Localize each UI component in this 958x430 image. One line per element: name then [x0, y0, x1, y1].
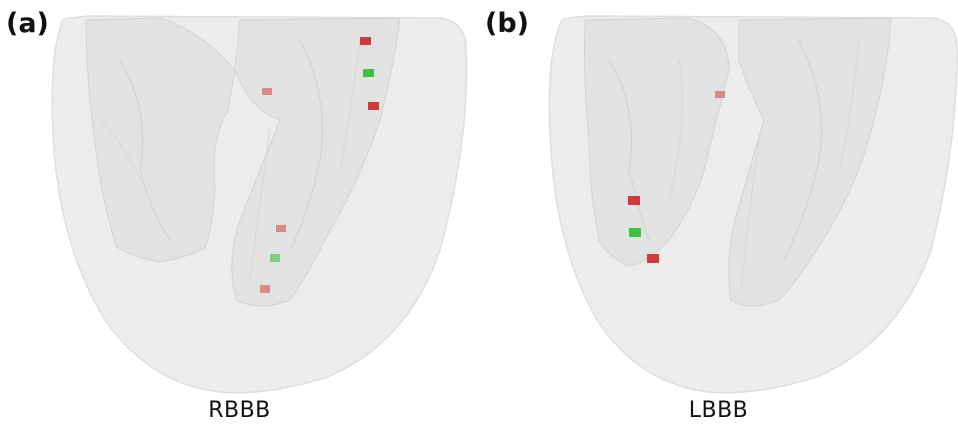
marker-green-faint — [270, 254, 280, 262]
marker-red-faint — [260, 285, 270, 293]
marker-red — [628, 196, 640, 205]
panel-label: (b) — [485, 8, 530, 39]
marker-green — [629, 228, 641, 237]
marker-red — [647, 254, 659, 263]
panel-caption: RBBB — [208, 398, 271, 423]
panel-caption: LBBB — [688, 398, 749, 423]
heart-mesh-lbbb — [548, 15, 958, 394]
heart-mesh-rbbb — [51, 15, 468, 394]
marker-green — [363, 69, 374, 77]
marker-red-faint — [262, 88, 272, 95]
marker-red — [368, 102, 379, 110]
panel-rbbb: (a) RBBB — [6, 8, 468, 423]
panel-lbbb: (b) LBBB — [479, 0, 958, 430]
marker-red — [360, 37, 371, 45]
marker-red-faint — [715, 91, 725, 98]
panel-label: (a) — [6, 8, 49, 39]
marker-red-faint — [276, 225, 286, 232]
rv-cavity — [85, 17, 236, 263]
lv-cavity — [728, 17, 892, 307]
lv-cavity — [231, 17, 401, 307]
